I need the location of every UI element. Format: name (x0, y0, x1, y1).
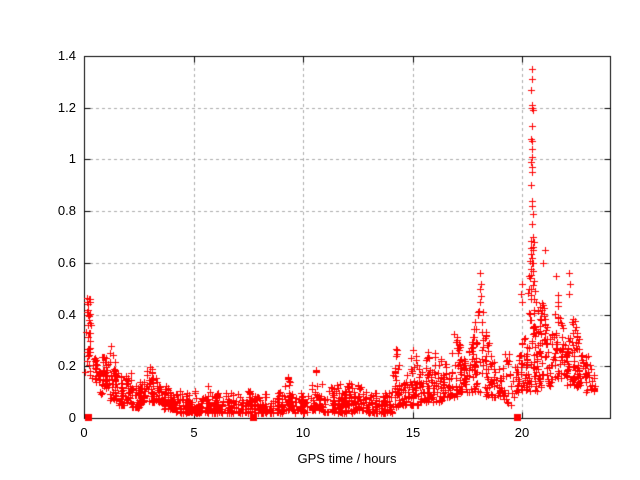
x-tick-label: 10 (295, 425, 311, 440)
x-tick-label: 0 (80, 425, 88, 440)
x-tick-label: 20 (514, 425, 530, 440)
y-tick-label: 0.6 (57, 255, 76, 270)
y-tick-label: 0.4 (57, 307, 76, 322)
y-tick-label: 0 (68, 410, 76, 425)
x-tick-label: 5 (190, 425, 198, 440)
y-tick-label: 1 (68, 151, 76, 166)
y-tick-label: 1.2 (57, 100, 76, 115)
y-tick-label: 0.2 (57, 358, 76, 373)
x-axis-label: GPS time / hours (297, 451, 397, 466)
y-tick-label: 1.4 (57, 48, 76, 63)
y-tick-label: 0.8 (57, 203, 76, 218)
x-tick-label: 15 (405, 425, 421, 440)
